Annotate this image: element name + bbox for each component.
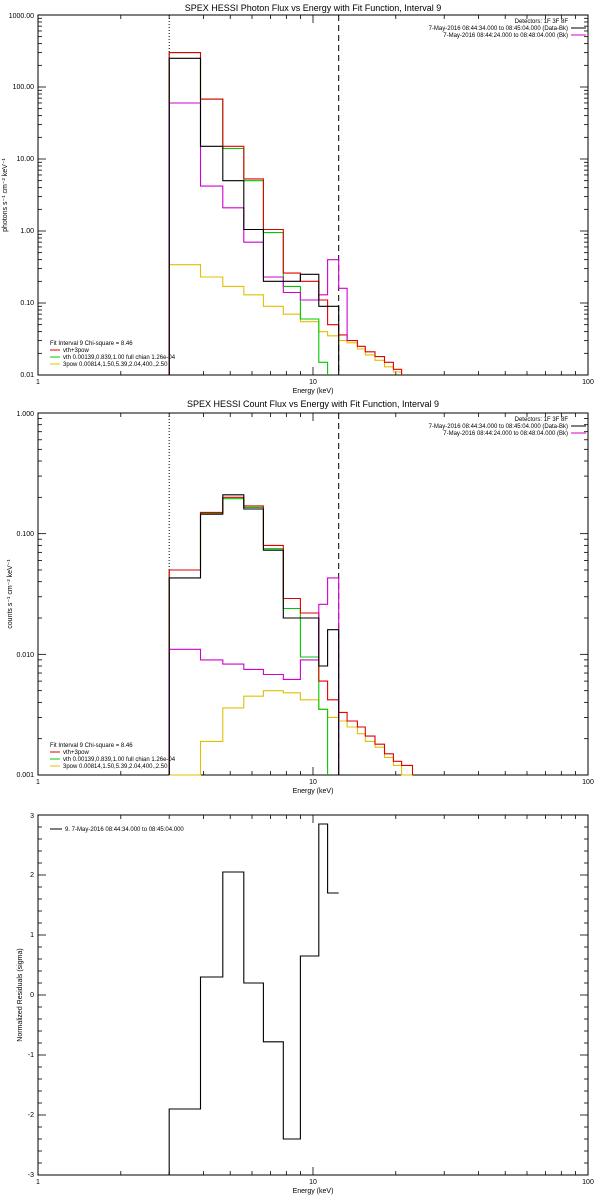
panel1-legend-detectors: Detectors: 1F 3F 8F bbox=[515, 19, 569, 25]
series-black-histogram bbox=[168, 823, 339, 1175]
panel1-legend-fit: Fit Interval 9 Chi-square = 8.46 bbox=[50, 341, 133, 347]
panel2-frame bbox=[37, 412, 589, 776]
panel1-x-tick-100: 100 bbox=[582, 379, 594, 386]
count-flux-panel: SPEX HESSI Count Flux vs Energy with Fit… bbox=[7, 399, 594, 795]
series-red-histogram bbox=[168, 496, 414, 775]
panel1-legend-data: 7-May-2016 08:44:34.000 to 08:45:04.000 … bbox=[429, 26, 568, 32]
panel3-y-tick-6: 3 bbox=[30, 813, 34, 820]
series-green-histogram bbox=[168, 52, 329, 375]
series-yellow-histogram bbox=[168, 264, 403, 375]
panel1-title: SPEX HESSI Photon Flux vs Energy with Fi… bbox=[185, 3, 442, 13]
panel3-y-label: Normalized Residuals (sigma) bbox=[17, 948, 24, 1041]
panel2-y-label: counts s⁻¹ cm⁻² keV⁻¹ bbox=[7, 559, 14, 629]
panel2-legend-3pow: 3pow 0.00814,1.50,5.39,2.04,400.,2.50 bbox=[63, 764, 168, 770]
series-yellow-histogram bbox=[169, 690, 413, 776]
panel2-legend-top: Detectors: 1F 3F 8F 7-May-2016 08:44:34.… bbox=[429, 417, 586, 437]
panel2-y-tick-0: 0.001 bbox=[16, 772, 34, 779]
residuals-panel: 1 10 100 -3 -2 -1 0 1 2 3 Energy (keV) N… bbox=[17, 813, 594, 1195]
panel1-y-tick-4: 100.00 bbox=[13, 84, 35, 91]
panel1-x-label: Energy (keV) bbox=[293, 388, 334, 395]
panel2-legend-bk: 7-May-2016 08:44:24.000 to 08:48:04.000 … bbox=[443, 431, 568, 437]
panel2-y-tick-2: 0.100 bbox=[16, 531, 34, 538]
panel1-y-label: photons s⁻¹ cm⁻² keV⁻¹ bbox=[2, 157, 9, 231]
panel2-x-tick-100: 100 bbox=[582, 779, 594, 786]
panel2-x-label: Energy (keV) bbox=[293, 788, 334, 795]
panel2-x-tick-10: 10 bbox=[309, 779, 317, 786]
panel2-legend-vth: vth 0.00139,0.839,1.00 full chian 1.26e-… bbox=[63, 757, 176, 763]
panel1-y-tick-0: 0.01 bbox=[20, 372, 34, 379]
panel3-x-label: Energy (keV) bbox=[293, 1188, 334, 1195]
panel1-legend-bottom: Fit Interval 9 Chi-square = 8.46 vth+3po… bbox=[50, 341, 176, 368]
photon-flux-panel: SPEX HESSI Photon Flux vs Energy with Fi… bbox=[2, 3, 594, 395]
panel3-y-tick-5: 2 bbox=[30, 872, 34, 879]
panel1-legend-vth3pow: vth+3pow bbox=[63, 348, 90, 354]
panel3-legend-label: 9. 7-May-2016 08:44:34.000 to 08:45:04.0… bbox=[65, 827, 184, 833]
panel3-y-tick-2: -1 bbox=[28, 1052, 34, 1059]
panel3-y-tick-3: 0 bbox=[30, 992, 34, 999]
panel2-y-tick-3: 1.000 bbox=[16, 411, 34, 418]
series-magenta-histogram bbox=[168, 102, 348, 375]
panel2-x-tick-1: 1 bbox=[36, 779, 40, 786]
series-red-histogram bbox=[168, 52, 403, 375]
panel1-x-tick-10: 10 bbox=[309, 379, 317, 386]
panel2-legend-data: 7-May-2016 08:44:34.000 to 08:45:04.000 … bbox=[429, 424, 568, 430]
panel1-y-tick-2: 1.00 bbox=[20, 228, 34, 235]
series-black-histogram bbox=[168, 494, 340, 775]
panel1-y-tick-3: 10.00 bbox=[16, 156, 34, 163]
panel1-frame bbox=[37, 14, 589, 376]
panel1-x-tick-1: 1 bbox=[36, 379, 40, 386]
panel1-legend-vth: vth 0.00139,0.839,1.00 full chian 1.26e-… bbox=[63, 355, 176, 361]
panel3-frame bbox=[37, 814, 589, 1176]
panel2-legend-fit: Fit Interval 9 Chi-square = 8.46 bbox=[50, 743, 133, 749]
panel1-y-tick-5: 1000.00 bbox=[9, 13, 34, 20]
panel3-x-tick-1: 1 bbox=[36, 1179, 40, 1186]
series-magenta-histogram bbox=[168, 577, 340, 775]
panel1-legend-top: Detectors: 1F 3F 8F 7-May-2016 08:44:34.… bbox=[429, 19, 586, 39]
panel3-y-tick-1: -2 bbox=[28, 1112, 34, 1119]
panel2-legend-detectors: Detectors: 1F 3F 8F bbox=[515, 417, 569, 423]
panel1-y-tick-1: 0.10 bbox=[20, 300, 34, 307]
panel3-x-tick-10: 10 bbox=[309, 1179, 317, 1186]
series-green-histogram bbox=[168, 498, 329, 775]
panel3-x-tick-100: 100 bbox=[582, 1179, 594, 1186]
panel1-legend-bk: 7-May-2016 08:44:24.000 to 08:48:04.000 … bbox=[443, 33, 568, 39]
panel2-legend-vth3pow: vth+3pow bbox=[63, 750, 90, 756]
panel1-legend-3pow: 3pow 0.00814,1.50,5.39,2.04,400.,2.50 bbox=[63, 362, 168, 368]
panel3-y-tick-4: 1 bbox=[30, 932, 34, 939]
panel2-legend-bottom: Fit Interval 9 Chi-square = 8.46 vth+3po… bbox=[50, 743, 176, 770]
panel2-title: SPEX HESSI Count Flux vs Energy with Fit… bbox=[187, 399, 439, 409]
panel3-y-tick-0: -3 bbox=[28, 1172, 34, 1179]
panel2-y-tick-1: 0.010 bbox=[16, 652, 34, 659]
series-black-histogram bbox=[168, 57, 340, 375]
panel3-legend: 9. 7-May-2016 08:44:34.000 to 08:45:04.0… bbox=[50, 827, 184, 833]
